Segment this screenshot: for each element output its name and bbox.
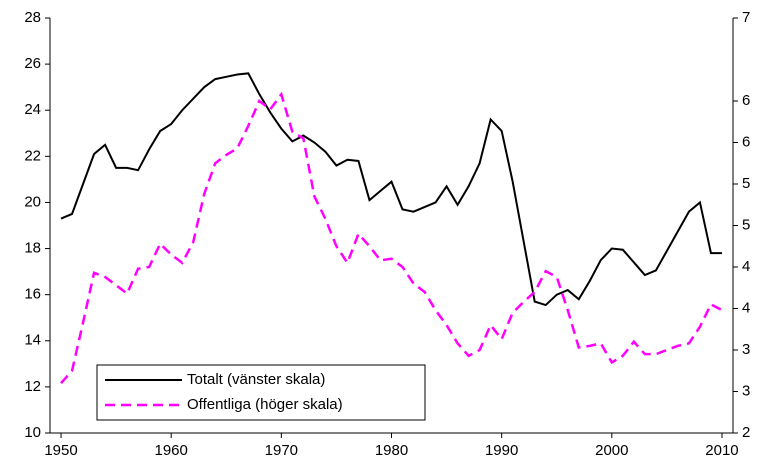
y2-tick-label: 6: [742, 92, 750, 109]
y2-tick-label: 3: [742, 341, 750, 358]
x-tick-label: 1980: [375, 442, 408, 459]
y-tick-label: 14: [24, 332, 41, 349]
y-tick-label: 18: [24, 240, 41, 257]
series-line: [60, 91, 723, 385]
y-tick-label: 24: [24, 101, 41, 118]
x-tick-label: 1960: [154, 442, 187, 459]
legend-label: Offentliga (höger skala): [187, 396, 343, 413]
y-tick-label: 20: [24, 193, 41, 210]
series-line: [60, 72, 722, 307]
x-tick-label: 1950: [44, 442, 77, 459]
x-tick-label: 2010: [705, 442, 738, 459]
y2-tick-label: 6: [742, 133, 750, 150]
y-tick-label: 16: [24, 286, 41, 303]
y2-tick-label: 7: [742, 9, 750, 26]
y-tick-label: 28: [24, 9, 41, 26]
x-tick-label: 1970: [265, 442, 298, 459]
y2-tick-label: 2: [742, 424, 750, 441]
y2-tick-label: 5: [742, 175, 750, 192]
y2-tick-label: 4: [742, 299, 750, 316]
y-tick-label: 12: [24, 378, 41, 395]
x-tick-label: 1990: [485, 442, 518, 459]
y-tick-label: 22: [24, 147, 41, 164]
y-tick-label: 10: [24, 424, 41, 441]
legend-label: Totalt (vänster skala): [187, 371, 325, 388]
x-tick-label: 2000: [595, 442, 628, 459]
y2-tick-label: 4: [742, 258, 750, 275]
legend-box: [96, 364, 426, 421]
y2-tick-label: 3: [742, 382, 750, 399]
y2-tick-label: 5: [742, 216, 750, 233]
y-tick-label: 26: [24, 55, 41, 72]
